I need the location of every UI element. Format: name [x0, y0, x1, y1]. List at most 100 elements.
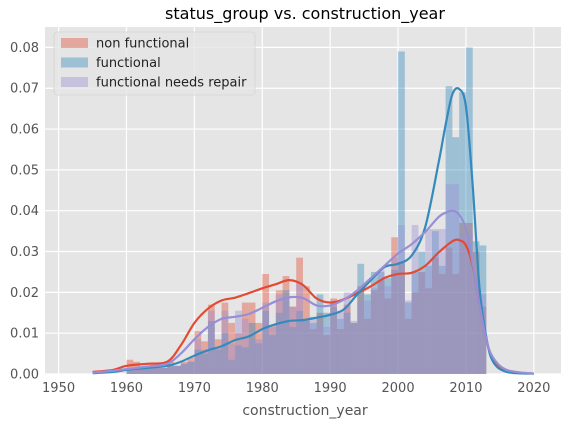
histogram-bar — [303, 286, 310, 374]
histogram-bar — [411, 271, 419, 374]
x-tick-label: 1990 — [314, 381, 347, 396]
histogram-bar — [438, 265, 446, 374]
histogram-bar — [201, 349, 208, 374]
histogram-bar — [140, 367, 147, 374]
y-tick-label: 0.01 — [10, 327, 39, 342]
histogram-bar — [289, 306, 297, 374]
histogram-bar — [418, 271, 426, 374]
histogram-bar — [296, 282, 303, 374]
legend-item: functional — [61, 56, 161, 71]
histogram-bar — [201, 341, 208, 374]
histogram-bar — [357, 302, 365, 374]
histogram-bar — [269, 335, 276, 374]
y-tick-label: 0.00 — [10, 368, 39, 383]
histogram-bar — [275, 312, 283, 374]
histogram-bar — [167, 367, 174, 374]
histogram-bar — [214, 347, 222, 374]
histogram-bar — [126, 367, 134, 374]
histogram-bar — [160, 367, 168, 374]
histogram-bar — [153, 367, 161, 374]
histogram-bar — [398, 224, 405, 374]
histogram-bar — [418, 271, 426, 374]
histogram-bar — [384, 278, 392, 374]
legend-frame — [53, 31, 256, 96]
histogram-bar — [146, 367, 154, 374]
y-tick-label: 0.05 — [10, 163, 39, 178]
legend-item: non functional — [61, 37, 189, 52]
histogram-bar — [377, 269, 385, 374]
histogram-bar — [269, 327, 276, 374]
histogram-bar — [316, 322, 324, 374]
histogram-bar — [207, 320, 215, 374]
histogram-bar — [398, 51, 405, 375]
histogram-bar — [404, 300, 412, 374]
legend: non functional functional functional needs… — [53, 31, 256, 96]
kde-line-series-0 — [92, 238, 528, 375]
histogram-bar — [228, 343, 236, 374]
histogram-bar — [228, 359, 236, 374]
histogram-bar — [255, 322, 263, 374]
histogram-bar — [472, 251, 480, 374]
histogram-bar — [296, 310, 303, 374]
histogram-bar — [364, 318, 371, 374]
kde-line-series-1 — [92, 87, 534, 375]
histogram-bar — [153, 367, 161, 374]
histogram-bar — [214, 349, 222, 374]
histogram-bar — [153, 367, 161, 374]
histogram-bar — [370, 271, 378, 374]
histogram-bar — [445, 86, 453, 374]
histogram-bar — [398, 261, 405, 374]
histogram-bar — [133, 367, 141, 374]
histogram-bar — [167, 361, 174, 374]
histogram-bar — [452, 137, 460, 374]
histogram-bar — [357, 263, 365, 374]
histogram-bar — [282, 296, 290, 374]
histogram-bar — [214, 339, 222, 374]
histogram-bar — [425, 265, 432, 374]
histogram-bar — [323, 327, 331, 374]
histogram-bar — [187, 361, 195, 374]
histogram-bar — [262, 273, 270, 374]
histogram-bar — [438, 229, 446, 374]
legend-swatch — [61, 77, 88, 87]
histogram-bar — [160, 367, 168, 374]
histogram-bar — [255, 343, 263, 374]
y-tick-label: 0.06 — [10, 123, 39, 138]
histogram-bar — [452, 184, 460, 374]
histogram-bar — [432, 229, 439, 374]
histogram-bar — [235, 345, 242, 374]
histogram-bar — [336, 310, 344, 374]
histogram-bar — [370, 290, 378, 374]
histogram-bar — [472, 278, 480, 374]
histogram-bar — [174, 365, 181, 374]
histogram-bar — [187, 361, 195, 374]
x-tick-label: 2000 — [382, 381, 415, 396]
histogram-bar — [350, 320, 358, 374]
histogram-bar — [370, 288, 378, 374]
histogram-bar — [269, 325, 276, 374]
histogram-bar — [235, 310, 242, 374]
histogram-bar — [404, 318, 412, 374]
histogram-bar — [180, 363, 188, 374]
bars-series-1 — [126, 47, 487, 375]
histogram-bar — [465, 222, 473, 374]
histogram-bar — [459, 92, 466, 374]
y-tick-label: 0.03 — [10, 245, 39, 260]
histogram-bar — [465, 233, 473, 374]
x-tick-label: 1960 — [110, 381, 143, 396]
histogram-bar — [146, 367, 154, 374]
histogram-bar — [418, 251, 426, 374]
histogram-bar — [160, 367, 168, 374]
histogram-bar — [241, 347, 249, 374]
histogram-bar — [194, 339, 202, 374]
histogram-bar — [255, 339, 263, 374]
histogram-bar — [309, 329, 317, 374]
legend-item: functional needs repair — [61, 76, 247, 91]
histogram-bar — [180, 363, 188, 374]
legend-label: non functional — [96, 37, 189, 52]
x-tick-label: 1980 — [246, 381, 279, 396]
histogram-bar — [303, 320, 310, 374]
histogram-bar — [241, 318, 249, 374]
histogram-bar — [228, 322, 236, 374]
